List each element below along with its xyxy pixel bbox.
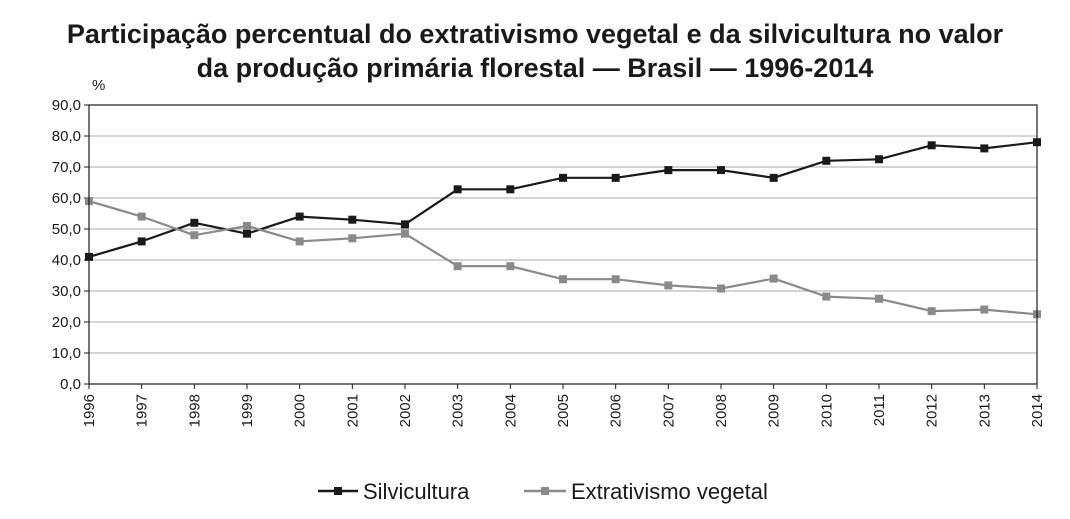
data-point-1-2007	[664, 281, 673, 290]
x-tick-label: 2010	[818, 394, 835, 427]
y-tick-label: 80,0	[52, 128, 81, 145]
data-point-1-2000	[295, 237, 304, 246]
data-point-0-2004	[506, 185, 515, 194]
x-tick-label: 2014	[1029, 394, 1046, 427]
y-axis-ticks: 0,0 10,0 20,0 30,0 40,0 50,0 60,0 70,0 80,0 90,0	[52, 97, 89, 393]
data-point-1-2004	[506, 262, 515, 271]
series-line-1	[88, 200, 1038, 316]
legend-marker-0	[334, 487, 342, 495]
x-tick-label: 2001	[344, 394, 361, 427]
y-axis-unit-label: %	[92, 77, 105, 94]
data-point-0-2007	[664, 166, 673, 175]
data-point-0-2011	[875, 155, 883, 164]
data-point-0-2003	[453, 185, 462, 194]
data-point-1-1997	[137, 212, 146, 221]
data-point-1-2002	[401, 229, 409, 238]
data-point-0-2008	[717, 166, 725, 175]
legend: Silvicultura Extrativismo vegetal	[318, 479, 768, 504]
legend-label: Silvicultura	[363, 479, 470, 504]
data-point-1-2011	[875, 294, 883, 303]
x-tick-label: 2007	[660, 394, 677, 427]
x-tick-label: 2009	[766, 394, 783, 427]
y-tick-label: 70,0	[52, 159, 81, 176]
data-point-0-2013	[980, 144, 989, 153]
x-tick-label: 2013	[976, 394, 993, 427]
data-point-0-2012	[927, 141, 936, 150]
legend-label: Extrativismo vegetal	[571, 479, 768, 504]
legend-marker-1	[541, 487, 549, 495]
x-tick-label: 1999	[239, 394, 256, 427]
data-point-1-1999	[243, 221, 251, 230]
x-tick-label: 2003	[450, 394, 467, 427]
y-tick-label: 30,0	[52, 283, 81, 300]
x-axis-ticks: 1996 1997 1998 1999 2000 2001 2002 2003 2004 2005…	[81, 384, 1046, 427]
x-tick-label: 2011	[871, 394, 888, 426]
x-tick-label: 2008	[713, 394, 730, 427]
y-tick-label: 50,0	[52, 221, 81, 238]
x-tick-label: 2012	[924, 394, 941, 427]
data-point-1-2001	[348, 234, 357, 243]
x-tick-label: 1998	[186, 394, 203, 427]
chart-title-line-2: da produção primária florestal — Brasil …	[196, 53, 874, 83]
y-tick-label: 60,0	[52, 190, 81, 207]
data-point-0-2001	[348, 215, 357, 224]
chart-title-line-1: Participação percentual do extrativismo …	[66, 19, 1004, 49]
data-point-1-2003	[453, 262, 462, 271]
x-tick-label: 2005	[555, 394, 572, 427]
data-point-0-1999	[243, 229, 251, 238]
data-point-1-2010	[822, 292, 831, 301]
data-point-1-2005	[559, 275, 567, 284]
data-point-0-2010	[822, 156, 831, 165]
x-tick-label: 1996	[81, 394, 98, 427]
data-point-1-2006	[611, 275, 620, 284]
data-point-1-2008	[717, 284, 725, 293]
data-point-0-2000	[295, 212, 304, 221]
data-point-0-1997	[137, 237, 146, 246]
x-tick-label: 2002	[397, 394, 414, 427]
data-point-1-2012	[927, 307, 936, 316]
y-tick-label: 20,0	[52, 314, 81, 331]
data-point-0-2002	[401, 220, 409, 229]
series-line-0	[88, 141, 1038, 258]
x-tick-label: 1997	[134, 394, 151, 427]
x-tick-label: 2006	[608, 394, 625, 427]
y-tick-label: 0,0	[60, 376, 81, 393]
x-tick-label: 2004	[502, 394, 519, 427]
y-tick-label: 40,0	[52, 252, 81, 269]
data-point-0-2009	[769, 173, 778, 182]
data-point-0-2006	[611, 173, 620, 182]
data-point-0-1998	[190, 218, 199, 227]
y-tick-label: 10,0	[52, 345, 81, 362]
x-tick-label: 2000	[292, 394, 309, 427]
data-point-1-2013	[980, 305, 989, 314]
series-group	[85, 138, 1041, 319]
y-tick-label: 90,0	[52, 97, 81, 114]
data-point-1-2009	[769, 274, 778, 283]
plot-frame	[88, 104, 1038, 385]
grid-lines	[89, 135, 1037, 354]
data-point-0-2005	[559, 173, 567, 182]
data-point-1-1998	[190, 231, 199, 240]
